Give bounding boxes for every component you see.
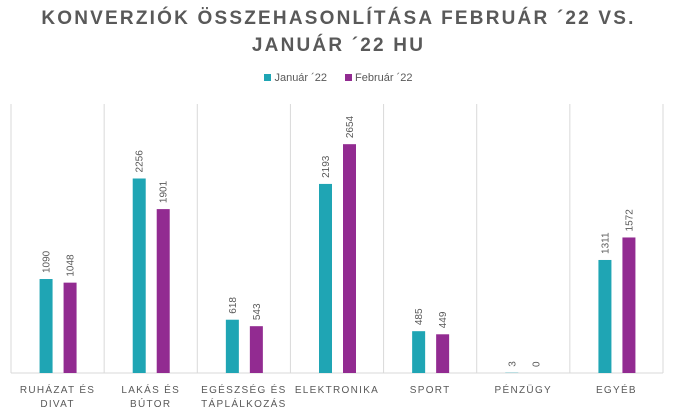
bar xyxy=(39,279,53,373)
bar xyxy=(598,259,612,373)
data-label: 543 xyxy=(252,303,263,320)
x-tick-label: RUHÁZAT ÉS xyxy=(20,383,95,396)
data-label: 485 xyxy=(414,308,425,325)
bar xyxy=(63,282,77,373)
x-tick-label: DIVAT xyxy=(40,399,74,410)
x-tick-label: EGÉSZSÉG ÉS xyxy=(201,383,286,396)
bar xyxy=(436,334,450,373)
legend-label: Február ´22 xyxy=(355,72,413,84)
legend-item-february: Február ´22 xyxy=(345,72,413,84)
data-label: 1048 xyxy=(66,254,77,277)
bar xyxy=(225,319,239,373)
data-label: 2193 xyxy=(321,155,332,178)
x-tick-label: ELEKTRONIKA xyxy=(295,385,379,396)
x-tick-label: BÚTOR xyxy=(130,397,171,410)
data-label: 1572 xyxy=(624,209,635,232)
data-label: 1311 xyxy=(600,232,611,254)
bar xyxy=(343,144,356,373)
x-tick-label: EGYÉB xyxy=(596,383,637,396)
data-label: 2654 xyxy=(345,115,356,138)
data-label: 1901 xyxy=(159,180,170,203)
bar xyxy=(249,326,263,373)
legend: Január ´22 Február ´22 xyxy=(0,72,677,84)
data-label: 3 xyxy=(507,361,518,367)
x-tick-label: LAKÁS ÉS xyxy=(121,383,180,396)
data-label: 1090 xyxy=(42,250,53,273)
chart-title-line-2: JANUÁR ´22 HU xyxy=(251,35,426,56)
legend-label: Január ´22 xyxy=(274,72,328,84)
data-label: 2256 xyxy=(135,150,146,173)
legend-swatch xyxy=(264,74,272,81)
data-label: 0 xyxy=(531,361,542,367)
x-tick-label: SPORT xyxy=(410,385,451,396)
bar xyxy=(412,331,426,373)
x-tick-label: PÉNZÜGY xyxy=(495,383,552,396)
bar xyxy=(132,178,146,373)
bar xyxy=(156,209,170,373)
x-tick-label: TÁPLÁLKOZÁS xyxy=(201,397,286,410)
bar xyxy=(319,183,332,373)
data-label: 449 xyxy=(438,311,449,328)
chart-title-line-1: KONVERZIÓK ÖSSZEHASONLÍTÁSA FEBRUÁR ´22 … xyxy=(41,8,636,29)
data-label: 618 xyxy=(228,297,239,314)
legend-swatch xyxy=(345,74,353,81)
bar xyxy=(622,237,636,373)
legend-item-january: Január ´22 xyxy=(264,72,327,84)
